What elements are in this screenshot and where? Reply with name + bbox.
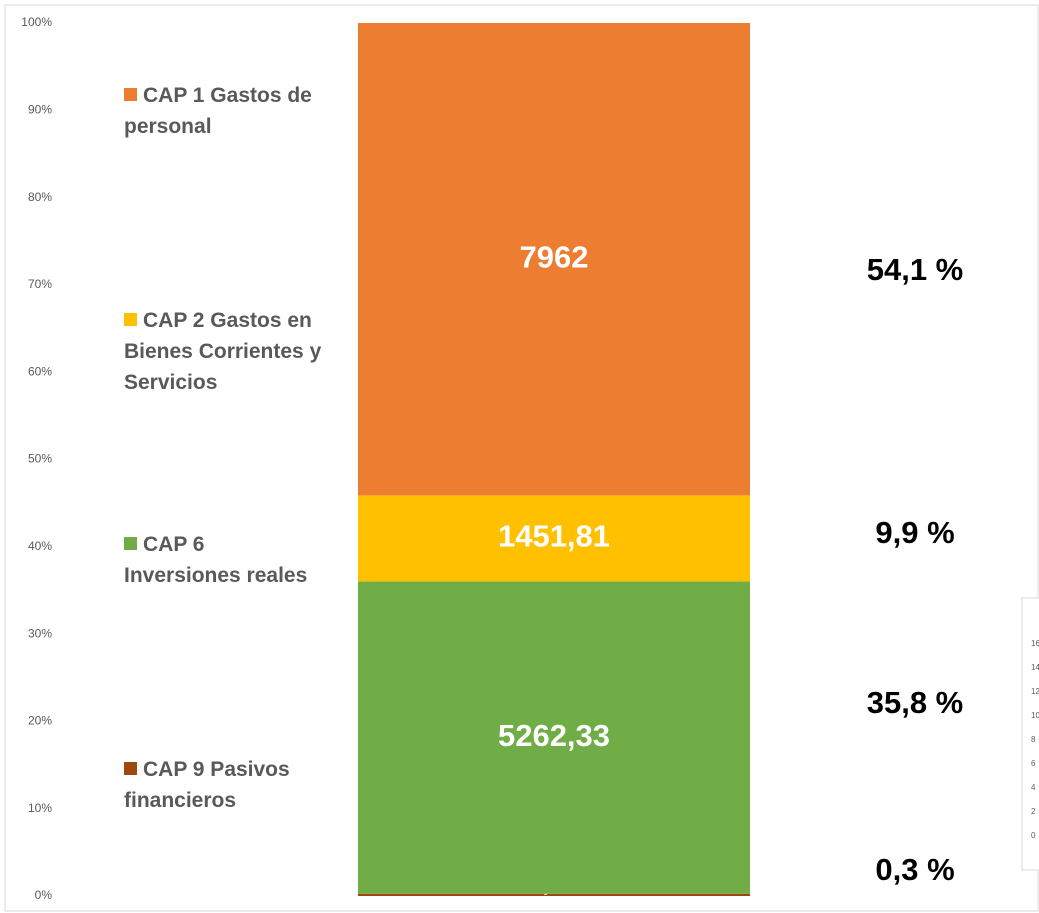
legend-swatch bbox=[124, 88, 137, 101]
y-tick-label: 40% bbox=[28, 539, 52, 553]
inset-tick-label: 0 bbox=[1031, 831, 1036, 840]
chart-border bbox=[4, 4, 1039, 912]
y-tick-label: 70% bbox=[28, 277, 52, 291]
legend-swatch bbox=[124, 312, 137, 326]
inset-tick-label: 4 bbox=[1031, 783, 1036, 792]
inset-chart-fragment bbox=[1021, 597, 1039, 871]
y-tick-label: 20% bbox=[28, 714, 52, 728]
data-label: 5262,33 bbox=[498, 718, 610, 753]
y-tick-label: 0% bbox=[35, 888, 53, 902]
y-tick-label: 50% bbox=[28, 452, 52, 466]
legend-entry: CAP 6 Inversiones reales bbox=[124, 529, 324, 591]
legend-label: CAP 1 Gastos de personal bbox=[124, 84, 312, 138]
legend-label: CAP 2 Gastos en Bienes Corrientes y Serv… bbox=[124, 308, 322, 394]
y-tick-label: 80% bbox=[28, 190, 52, 204]
legend-label: CAP 6 Inversiones reales bbox=[124, 533, 308, 587]
data-label: 7962 bbox=[520, 239, 589, 274]
inset-tick-label: 8 bbox=[1031, 735, 1036, 744]
legend-swatch bbox=[124, 537, 137, 550]
bar-segment bbox=[358, 495, 750, 582]
y-tick-label: 60% bbox=[28, 364, 52, 378]
y-tick-label: 10% bbox=[28, 801, 52, 815]
inset-tick-label: 10 bbox=[1031, 711, 1039, 720]
legend-label: CAP 9 Pasivos financieros bbox=[124, 758, 290, 812]
percent-annotation: 9,9 % bbox=[875, 515, 954, 550]
inset-tick-label: 14 bbox=[1031, 663, 1039, 672]
y-tick-label: 90% bbox=[28, 102, 52, 116]
legend-entry: CAP 2 Gastos en Bienes Corrientes y Serv… bbox=[124, 305, 324, 398]
bar-segment bbox=[358, 23, 750, 496]
data-label: 1451,81 bbox=[498, 519, 610, 554]
y-tick-label: 100% bbox=[21, 15, 52, 29]
inset-tick-label: 2 bbox=[1031, 807, 1036, 816]
inset-tick-label: 12 bbox=[1031, 687, 1039, 696]
percent-annotation: 54,1 % bbox=[867, 252, 964, 287]
legend-swatch bbox=[124, 762, 137, 775]
percent-annotation: 35,8 % bbox=[867, 685, 964, 720]
inset-tick-label: 6 bbox=[1031, 759, 1036, 768]
legend-entry: CAP 9 Pasivos financieros bbox=[124, 754, 324, 816]
y-tick-label: 30% bbox=[28, 626, 52, 640]
legend-entry: CAP 1 Gastos de personal bbox=[124, 80, 324, 142]
bar-segment bbox=[358, 581, 750, 894]
inset-tick-label: 16 bbox=[1031, 639, 1039, 648]
percent-annotation: 0,3 % bbox=[875, 852, 954, 887]
bar-segment bbox=[358, 893, 750, 896]
